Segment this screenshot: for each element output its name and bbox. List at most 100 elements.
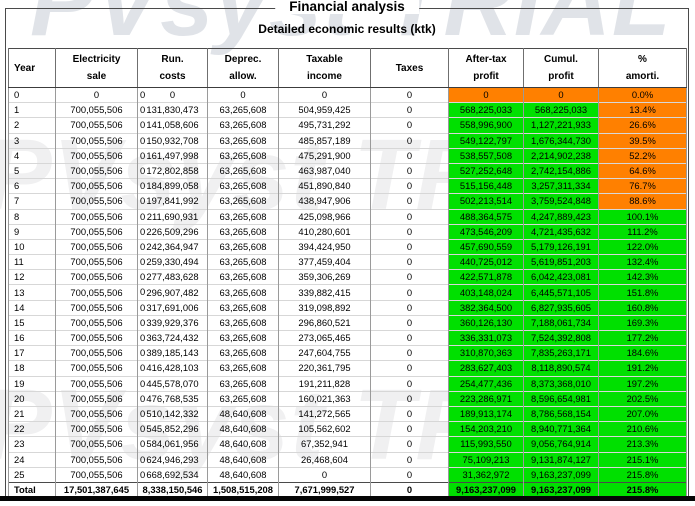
cell-year: 14 <box>8 299 56 316</box>
run-costs-zero-flag: 0 <box>140 453 146 465</box>
cell-deprec-allow: 63,265,608 <box>207 208 279 225</box>
cell-percent-amorti: 207.0% <box>598 405 687 422</box>
cell-year: 25 <box>8 466 56 483</box>
column-header-taxable: Taxable income <box>278 48 371 88</box>
cell-taxable-income: 105,562,602 <box>278 421 371 437</box>
cell-year: 3 <box>8 132 56 149</box>
cell-year: 22 <box>8 421 56 437</box>
report-frame: Financial analysis Detailed economic res… <box>5 0 689 499</box>
cell-cumul-profit: 4,247,889,423 <box>523 208 599 225</box>
cell-taxes: 0 <box>370 436 449 452</box>
cell-percent-amorti: 213.3% <box>598 436 687 452</box>
cell-run-costs: 0 211,690,931 <box>137 208 208 225</box>
cell-cumul-profit: 8,118,890,574 <box>523 360 599 377</box>
table-row: 24 700,055,506 0 624,946,293 48,640,608 26,46… <box>8 451 687 468</box>
run-costs-zero-flag: 0 <box>140 180 146 192</box>
cell-cumul-profit: 0 <box>523 86 599 103</box>
cell-deprec-allow: 48,640,608 <box>207 405 279 422</box>
cell-electricity-sale: 700,055,506 <box>55 314 138 331</box>
cell-percent-amorti: 111.2% <box>598 223 687 240</box>
run-costs-zero-flag: 0 <box>140 240 146 252</box>
cell-taxable-income: 191,211,828 <box>278 375 371 392</box>
column-header-sale: Electricity sale <box>55 48 138 88</box>
page-bottom-rule <box>0 496 695 501</box>
cell-run-costs: 0 197,841,992 <box>137 193 208 209</box>
cell-after-tax-profit: 189,913,174 <box>448 405 524 422</box>
cell-electricity-sale: 700,055,506 <box>55 269 138 285</box>
table-row: 9 700,055,506 0 226,509,296 63,265,608 410,28… <box>8 223 687 240</box>
cell-taxable-income: 273,065,465 <box>278 329 371 346</box>
cell-after-tax-profit: 538,557,508 <box>448 147 524 164</box>
cell-percent-amorti: 197.2% <box>598 375 687 392</box>
cell-electricity-sale: 700,055,506 <box>55 345 138 361</box>
cell-deprec-allow: 63,265,608 <box>207 193 279 209</box>
cell-electricity-sale: 700,055,506 <box>55 405 138 422</box>
cell-percent-amorti: 76.7% <box>598 178 687 194</box>
cell-cumul-profit: 1,127,221,933 <box>523 117 599 134</box>
cell-percent-amorti: 100.1% <box>598 208 687 225</box>
cell-cumul-profit: 3,257,311,334 <box>523 178 599 194</box>
cell-after-tax-profit: 440,725,012 <box>448 254 524 270</box>
cell-run-costs: 0 141,058,606 <box>137 117 208 134</box>
table-row: 10 700,055,506 0 242,364,947 63,265,608 394,4… <box>8 238 687 255</box>
cell-run-costs: 0 510,142,332 <box>137 405 208 422</box>
cell-electricity-sale: 700,055,506 <box>55 329 138 346</box>
run-costs-zero-flag: 0 <box>140 468 146 480</box>
cell-percent-amorti: 160.8% <box>598 299 687 316</box>
cell-after-tax-profit: 254,477,436 <box>448 375 524 392</box>
run-costs-zero-flag: 0 <box>140 377 146 389</box>
run-costs-zero-flag: 0 <box>140 407 146 419</box>
cell-cumul-profit: 5,179,126,191 <box>523 238 599 255</box>
run-costs-zero-flag: 0 <box>140 195 146 207</box>
cell-electricity-sale: 700,055,506 <box>55 284 138 301</box>
table-row: 14 700,055,506 0 317,691,006 63,265,608 319,0… <box>8 299 687 316</box>
cell-deprec-allow: 48,640,608 <box>207 436 279 452</box>
cell-deprec-allow: 63,265,608 <box>207 329 279 346</box>
cell-taxes: 0 <box>370 390 449 407</box>
cell-taxes: 0 <box>370 466 449 483</box>
column-header-taxes: Taxes <box>370 48 449 88</box>
cell-taxable-income: 0 <box>278 466 371 483</box>
cell-year: 2 <box>8 117 56 134</box>
cell-deprec-allow: 63,265,608 <box>207 223 279 240</box>
cell-electricity-sale: 700,055,506 <box>55 436 138 452</box>
cell-taxable-income: 160,021,363 <box>278 390 371 407</box>
run-costs-zero-flag: 0 <box>140 104 146 116</box>
cell-cumul-profit: 9,056,764,914 <box>523 436 599 452</box>
cell-run-costs: 0 339,929,376 <box>137 314 208 331</box>
cell-year: 20 <box>8 390 56 407</box>
cell-percent-amorti: 184.6% <box>598 345 687 361</box>
cell-year: 15 <box>8 314 56 331</box>
table-row: 6 700,055,506 0 184,899,058 63,265,608 451,89… <box>8 178 687 194</box>
run-costs-zero-flag: 0 <box>140 134 146 146</box>
cell-year: 23 <box>8 436 56 452</box>
cell-run-costs: 0 363,724,432 <box>137 329 208 346</box>
cell-electricity-sale: 700,055,506 <box>55 390 138 407</box>
cell-after-tax-profit: 527,252,648 <box>448 162 524 179</box>
cell-cumul-profit: 9,163,237,099 <box>523 481 599 498</box>
cell-taxes: 0 <box>370 147 449 164</box>
cell-year: 12 <box>8 269 56 285</box>
cell-taxable-income: 438,947,906 <box>278 193 371 209</box>
column-header-run: Run. costs <box>137 48 208 88</box>
table-row: 2 700,055,506 0 141,058,606 63,265,608 495,73… <box>8 117 687 134</box>
cell-deprec-allow: 0 <box>207 86 279 103</box>
cell-after-tax-profit: 502,213,514 <box>448 193 524 209</box>
cell-electricity-sale: 700,055,506 <box>55 117 138 134</box>
cell-after-tax-profit: 515,156,448 <box>448 178 524 194</box>
table-header: Year Electricity sale Run. costs Deprec. allow… <box>8 48 687 88</box>
cell-taxes: 0 <box>370 223 449 240</box>
cell-deprec-allow: 63,265,608 <box>207 254 279 270</box>
cell-deprec-allow: 63,265,608 <box>207 299 279 316</box>
cell-percent-amorti: 215.8% <box>598 466 687 483</box>
cell-cumul-profit: 3,759,524,848 <box>523 193 599 209</box>
cell-year: 11 <box>8 254 56 270</box>
cell-run-costs: 0 259,330,494 <box>137 254 208 270</box>
cell-cumul-profit: 4,721,435,632 <box>523 223 599 240</box>
cell-after-tax-profit: 422,571,878 <box>448 269 524 285</box>
table-total-row: Total 17,501,387,645 8,338,150,546 1,508,51… <box>8 481 687 498</box>
cell-run-costs: 0 584,061,956 <box>137 436 208 452</box>
cell-taxes: 0 <box>370 208 449 225</box>
cell-after-tax-profit: 549,122,797 <box>448 132 524 149</box>
cell-cumul-profit: 8,596,654,981 <box>523 390 599 407</box>
